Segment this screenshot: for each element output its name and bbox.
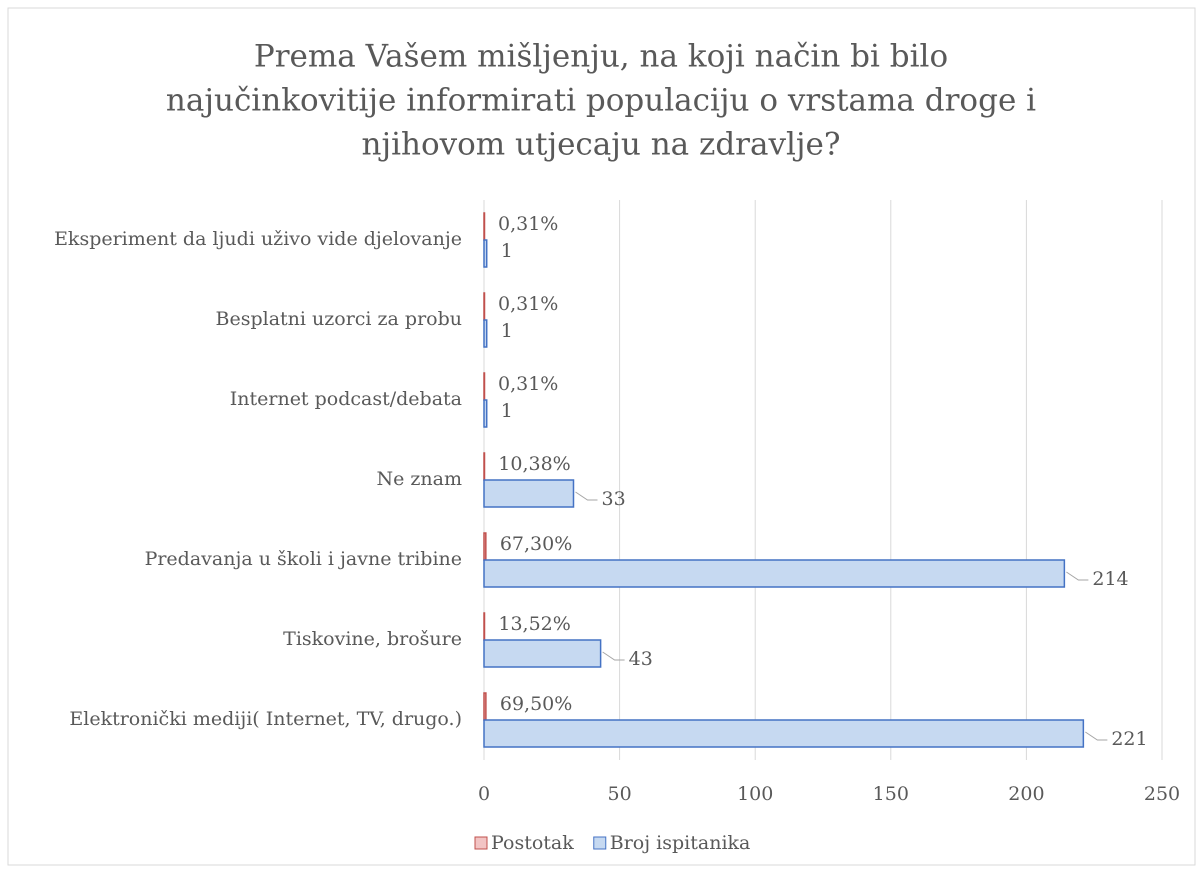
chart-title: Prema Vašem mišljenju, na koji način bi …: [254, 39, 948, 75]
data-label: 1: [501, 400, 513, 422]
x-tick-label: 100: [737, 783, 773, 805]
bar: [483, 479, 575, 508]
data-label: 13,52%: [498, 613, 570, 635]
data-label: 1: [501, 320, 513, 342]
y-tick-label: Eksperiment da ljudi uživo vide djelovan…: [54, 228, 462, 250]
bar: [483, 559, 1066, 588]
bar: [483, 692, 487, 721]
bar: [483, 639, 602, 668]
x-tick-label: 150: [873, 783, 909, 805]
data-label: 0,31%: [498, 293, 558, 315]
leader-line: [1085, 731, 1108, 741]
x-tick-label: 200: [1008, 783, 1044, 805]
legend-label: Postotak: [491, 832, 574, 854]
data-label: 33: [601, 488, 625, 510]
x-tick-label: 50: [608, 783, 632, 805]
bar: [483, 239, 488, 268]
data-label: 10,38%: [498, 453, 570, 475]
x-tick-label: 0: [478, 783, 490, 805]
chart-title: njihovom utjecaju na zdravlje?: [362, 127, 841, 163]
bar: [483, 612, 486, 641]
leader-line: [602, 651, 625, 661]
data-label: 67,30%: [500, 533, 572, 555]
leader-line: [575, 491, 598, 501]
legend-swatch: [474, 836, 488, 850]
legend-swatch: [593, 836, 607, 850]
bar: [483, 399, 488, 428]
data-label: 214: [1092, 568, 1128, 590]
y-tick-label: Elektronički mediji( Internet, TV, drugo…: [69, 708, 462, 730]
bar: [483, 372, 486, 401]
bar: [483, 212, 486, 241]
bar: [483, 319, 488, 348]
y-tick-label: Ne znam: [377, 468, 463, 490]
bar: [483, 292, 486, 321]
data-label: 1: [501, 240, 513, 262]
bar: [483, 532, 487, 561]
y-tick-label: Besplatni uzorci za probu: [216, 308, 463, 330]
data-label: 43: [629, 648, 653, 670]
data-label: 69,50%: [500, 693, 572, 715]
y-tick-label: Predavanja u školi i javne tribine: [145, 548, 462, 570]
leader-line: [1066, 571, 1089, 581]
bar: [483, 719, 1085, 748]
x-tick-label: 250: [1144, 783, 1180, 805]
y-tick-label: Internet podcast/debata: [230, 388, 462, 410]
data-label: 0,31%: [498, 373, 558, 395]
legend-label: Broj ispitanika: [610, 832, 751, 854]
data-label: 0,31%: [498, 213, 558, 235]
y-tick-label: Tiskovine, brošure: [283, 628, 462, 650]
bar: [483, 452, 486, 481]
data-label: 221: [1111, 728, 1147, 750]
chart-title: najučinkovitije informirati populaciju o…: [166, 83, 1036, 119]
